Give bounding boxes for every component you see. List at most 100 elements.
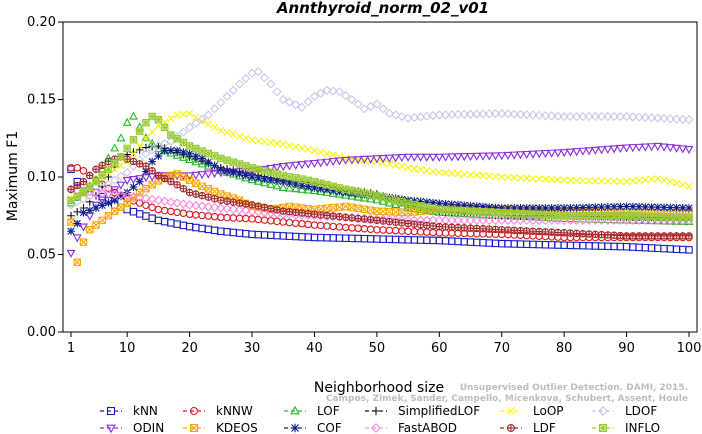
x-tick-label: 40 bbox=[306, 341, 323, 356]
data-point bbox=[291, 180, 300, 188]
data-point bbox=[217, 213, 225, 222]
data-point bbox=[579, 212, 587, 220]
data-point bbox=[129, 183, 138, 191]
data-point bbox=[416, 221, 425, 229]
data-point bbox=[341, 156, 351, 165]
data-point bbox=[591, 230, 600, 239]
data-point bbox=[66, 249, 76, 258]
data-point bbox=[435, 236, 444, 245]
data-point bbox=[241, 73, 251, 84]
data-point bbox=[523, 174, 531, 182]
data-point bbox=[79, 208, 88, 217]
data-point bbox=[154, 205, 163, 214]
data-point bbox=[348, 186, 356, 195]
data-point bbox=[116, 171, 126, 181]
data-point bbox=[317, 148, 325, 156]
data-point bbox=[634, 143, 644, 152]
data-point bbox=[447, 200, 456, 209]
data-point bbox=[472, 109, 482, 119]
data-point bbox=[235, 199, 244, 207]
data-point bbox=[572, 203, 581, 212]
data-point bbox=[303, 97, 313, 107]
data-point bbox=[373, 235, 381, 243]
data-point bbox=[148, 181, 156, 189]
data-point bbox=[179, 221, 188, 230]
data-point bbox=[347, 94, 357, 105]
data-point bbox=[660, 232, 668, 240]
data-point bbox=[398, 235, 406, 244]
data-point bbox=[554, 241, 562, 249]
data-point bbox=[660, 244, 668, 253]
data-point bbox=[585, 230, 593, 238]
data-point bbox=[666, 232, 675, 240]
data-point bbox=[485, 172, 493, 180]
data-point bbox=[685, 213, 693, 222]
data-point bbox=[465, 215, 476, 226]
data-point bbox=[216, 203, 226, 213]
data-point bbox=[379, 226, 387, 234]
data-point bbox=[541, 211, 550, 219]
data-point bbox=[135, 188, 144, 197]
data-point bbox=[322, 158, 332, 167]
data-point bbox=[441, 206, 450, 214]
data-point bbox=[135, 160, 144, 168]
data-point bbox=[615, 111, 625, 122]
data-point bbox=[117, 192, 125, 201]
data-point bbox=[384, 154, 394, 163]
data-point bbox=[316, 88, 326, 98]
legend-marker bbox=[371, 423, 381, 433]
data-point bbox=[248, 136, 256, 144]
data-point bbox=[253, 207, 263, 217]
data-point bbox=[191, 200, 201, 211]
data-point bbox=[341, 213, 350, 221]
data-point bbox=[447, 110, 457, 120]
data-point bbox=[304, 176, 312, 185]
data-point bbox=[154, 152, 163, 160]
data-point bbox=[579, 203, 587, 212]
data-point bbox=[298, 220, 306, 228]
data-point bbox=[585, 242, 593, 250]
data-point bbox=[273, 176, 281, 185]
data-point bbox=[435, 229, 444, 237]
data-point bbox=[416, 228, 425, 236]
data-point bbox=[379, 217, 387, 225]
data-point bbox=[210, 226, 219, 235]
data-point bbox=[329, 212, 337, 220]
data-point bbox=[560, 204, 568, 212]
data-point bbox=[635, 212, 643, 220]
data-point bbox=[79, 238, 88, 246]
data-point bbox=[186, 109, 194, 118]
data-point bbox=[641, 203, 650, 211]
data-point bbox=[360, 225, 369, 233]
data-point bbox=[441, 199, 450, 208]
data-point bbox=[229, 214, 238, 222]
data-point bbox=[441, 153, 450, 162]
data-point bbox=[173, 111, 181, 119]
data-point bbox=[422, 198, 431, 206]
data-point bbox=[547, 149, 557, 158]
data-point bbox=[329, 234, 337, 242]
data-point bbox=[641, 243, 650, 252]
data-point bbox=[334, 157, 344, 166]
data-point bbox=[341, 185, 350, 194]
data-point bbox=[416, 165, 425, 174]
data-point bbox=[391, 154, 401, 163]
data-point bbox=[354, 214, 362, 223]
data-point bbox=[534, 215, 544, 226]
data-point bbox=[341, 202, 350, 211]
data-point bbox=[510, 226, 518, 234]
data-point bbox=[503, 109, 513, 119]
data-point bbox=[635, 176, 643, 184]
data-point bbox=[528, 215, 538, 226]
data-point bbox=[223, 213, 231, 222]
data-point bbox=[248, 173, 256, 181]
data-point bbox=[391, 218, 400, 226]
data-point bbox=[359, 155, 369, 165]
data-point bbox=[91, 187, 101, 198]
data-point bbox=[92, 221, 100, 229]
data-point bbox=[228, 85, 238, 95]
data-point bbox=[304, 182, 313, 191]
data-point bbox=[497, 226, 506, 234]
data-point bbox=[610, 212, 618, 220]
data-point bbox=[540, 111, 551, 121]
